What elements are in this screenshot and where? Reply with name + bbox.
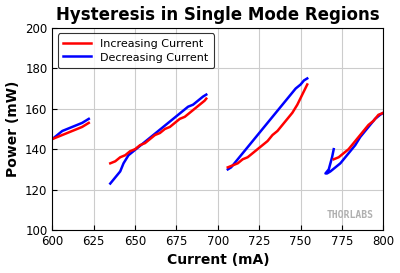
Increasing Current — [75, 127, 80, 130]
Increasing Current — [83, 123, 88, 127]
Line: Increasing Current: Increasing Current — [52, 123, 89, 139]
Text: THORLABS: THORLABS — [326, 210, 374, 220]
Decreasing Current — [75, 123, 80, 127]
Decreasing Current — [60, 129, 65, 133]
Decreasing Current — [86, 117, 91, 120]
Decreasing Current — [70, 125, 75, 129]
Increasing Current — [65, 131, 70, 135]
Increasing Current — [50, 137, 55, 141]
Increasing Current — [55, 135, 60, 139]
Decreasing Current — [55, 133, 60, 137]
Increasing Current — [80, 125, 84, 129]
Y-axis label: Power (mW): Power (mW) — [6, 81, 20, 177]
Decreasing Current — [65, 127, 70, 130]
X-axis label: Current (mA): Current (mA) — [166, 253, 269, 268]
Increasing Current — [70, 129, 75, 133]
Decreasing Current — [83, 119, 88, 123]
Legend: Increasing Current, Decreasing Current: Increasing Current, Decreasing Current — [58, 34, 214, 68]
Increasing Current — [86, 121, 91, 124]
Decreasing Current — [50, 137, 55, 141]
Decreasing Current — [80, 121, 84, 124]
Title: Hysteresis in Single Mode Regions: Hysteresis in Single Mode Regions — [56, 5, 380, 23]
Increasing Current — [60, 133, 65, 137]
Line: Decreasing Current: Decreasing Current — [52, 119, 89, 139]
